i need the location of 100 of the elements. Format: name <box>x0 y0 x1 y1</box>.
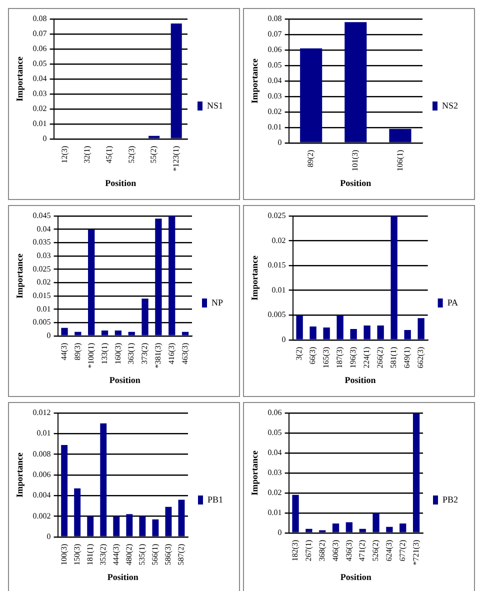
bar <box>101 330 108 336</box>
legend-label: PB1 <box>207 494 224 504</box>
x-tick-label: 587(2) <box>176 544 186 566</box>
y-tick-label: 0.015 <box>268 260 286 270</box>
x-tick-label: 182(3) <box>290 540 300 562</box>
x-tick-label: 106(1) <box>395 150 404 172</box>
x-tick-label: 566(1) <box>150 544 160 566</box>
legend-label: NS1 <box>206 100 224 110</box>
y-tick-label: 0.02 <box>272 236 286 245</box>
y-tick-label: 0.03 <box>268 92 282 101</box>
x-tick-label: 649(1) <box>402 346 412 368</box>
x-tick-label: 101(3) <box>350 150 360 172</box>
y-tick-label: 0.01 <box>32 118 47 128</box>
x-tick-label: 187(3) <box>335 346 344 368</box>
y-tick-label: 0.03 <box>32 89 47 98</box>
y-axis-title: Importance <box>14 253 25 298</box>
y-tick-label: 0.02 <box>268 107 282 116</box>
x-tick-label: 436(3) <box>344 540 354 562</box>
x-tick-label: 368(2) <box>317 540 326 562</box>
y-tick-label: 0.035 <box>32 238 51 247</box>
bar <box>87 516 94 536</box>
bar <box>88 229 95 336</box>
y-tick-label: 0.08 <box>32 14 47 24</box>
y-tick-label: 0 <box>42 134 47 143</box>
bar <box>372 512 380 532</box>
x-tick-label: 526(2) <box>371 540 380 562</box>
x-tick-label: *123(1) <box>171 146 180 172</box>
x-tick-label: 100(3) <box>59 544 68 566</box>
legend-label: NS2 <box>442 100 458 110</box>
bar <box>74 332 82 336</box>
bar <box>152 519 159 536</box>
x-tick-label: 406(3) <box>330 540 340 562</box>
bar <box>359 528 366 532</box>
bar <box>336 315 344 340</box>
y-tick-label: 0.02 <box>36 278 51 287</box>
x-tick-label: 32(1) <box>82 146 92 164</box>
bar <box>142 298 148 336</box>
y-tick-label: 0.01 <box>268 122 282 132</box>
y-tick-label: 0.004 <box>32 490 51 500</box>
x-axis-title: Position <box>107 572 138 582</box>
y-axis-title: Importance <box>250 58 260 104</box>
bar <box>292 494 299 532</box>
x-tick-label: 3(2) <box>294 346 304 360</box>
x-tick-label: 662(3) <box>416 346 426 368</box>
bar <box>155 218 162 336</box>
bar <box>377 326 384 340</box>
y-axis-title: Importance <box>14 452 25 498</box>
y-tick-label: 0.01 <box>272 285 286 294</box>
x-tick-label: 471(2) <box>358 540 367 562</box>
y-tick-label: 0.08 <box>268 14 282 24</box>
bar <box>61 328 68 336</box>
y-tick-label: 0.02 <box>32 104 47 113</box>
x-tick-label: 44(3) <box>60 342 69 360</box>
y-tick-label: 0.005 <box>268 310 286 320</box>
y-tick-label: 0.05 <box>268 60 282 70</box>
x-tick-label: 267(1) <box>304 540 314 562</box>
y-tick-label: 0.04 <box>268 76 282 86</box>
x-tick-label: 52(3) <box>126 146 136 164</box>
x-tick-label: 266(2) <box>376 346 385 368</box>
y-tick-label: 0 <box>282 334 286 344</box>
x-axis-title: Position <box>340 178 372 188</box>
y-tick-label: 0.07 <box>32 29 47 38</box>
x-tick-label: 480(2) <box>124 544 134 566</box>
bar <box>139 516 146 536</box>
y-tick-label: 0.06 <box>268 45 282 54</box>
bar <box>126 514 133 536</box>
x-tick-label: 66(3) <box>308 346 318 364</box>
y-axis-title: Importance <box>14 56 25 102</box>
bar <box>386 526 393 532</box>
y-tick-label: 0.05 <box>32 59 47 68</box>
y-tick-label: 0.015 <box>32 291 51 300</box>
bar <box>178 500 185 536</box>
y-tick-label: 0.01 <box>36 304 51 314</box>
bar <box>418 318 424 340</box>
y-tick-label: 0.06 <box>268 408 282 418</box>
x-tick-label: 677(2) <box>398 540 407 562</box>
bar <box>390 216 398 340</box>
y-tick-label: 0.045 <box>32 211 51 220</box>
bar <box>100 423 107 536</box>
x-tick-label: *721(3) <box>411 540 420 566</box>
x-tick-label: 444(3) <box>111 544 120 566</box>
x-tick-label: 89(3) <box>73 342 82 360</box>
x-tick-label: 581(1) <box>389 346 398 368</box>
y-tick-label: 0.01 <box>268 508 282 517</box>
y-tick-label: 0.01 <box>36 428 51 438</box>
x-tick-label: 363(1) <box>126 342 136 364</box>
y-tick-label: 0 <box>46 532 51 541</box>
y-tick-label: 0 <box>278 528 282 537</box>
y-axis-title: Importance <box>250 255 260 300</box>
x-tick-label: 181(1) <box>85 544 94 566</box>
bar <box>332 523 340 532</box>
bar <box>74 488 81 536</box>
x-tick-label: 55(2) <box>149 146 158 164</box>
bar <box>165 506 172 536</box>
x-tick-label: 586(3) <box>164 544 173 566</box>
bar <box>310 326 316 340</box>
x-tick-label: 353(2) <box>98 544 108 566</box>
bar <box>296 315 303 340</box>
x-tick-label: 133(1) <box>100 342 109 364</box>
x-axis-title: Position <box>105 178 136 188</box>
